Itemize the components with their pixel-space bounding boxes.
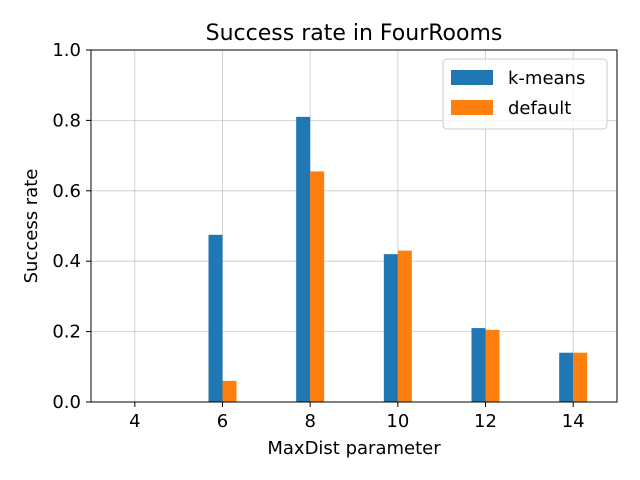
bar-k-means-12 xyxy=(471,328,486,402)
bar-default-10 xyxy=(397,250,412,402)
bars xyxy=(208,116,588,402)
x-axis-label: MaxDist parameter xyxy=(267,438,441,459)
bar-k-means-10 xyxy=(383,254,398,402)
y-tick-label: 0.6 xyxy=(52,181,81,202)
plot-frame xyxy=(90,49,618,403)
y-axis-ticks: 0.0 0.2 0.4 0.6 0.8 1.0 xyxy=(52,40,91,413)
x-axis-ticks: 4 6 8 10 12 14 xyxy=(129,402,585,432)
bar-k-means-6 xyxy=(208,234,223,402)
y-tick-label: 0.0 xyxy=(52,392,81,413)
y-tick-label: 0.2 xyxy=(52,322,81,343)
bar-default-12 xyxy=(485,329,500,402)
y-tick-label: 1.0 xyxy=(52,40,81,61)
legend-label-k-means: k-means xyxy=(508,68,585,89)
y-tick-label: 0.8 xyxy=(52,110,81,131)
bar-default-6 xyxy=(222,380,237,402)
bar-default-8 xyxy=(310,171,325,402)
x-tick-label: 6 xyxy=(217,411,228,432)
x-tick-label: 10 xyxy=(386,411,409,432)
bar-default-14 xyxy=(573,352,588,402)
x-tick-label: 14 xyxy=(562,411,585,432)
legend-swatch-k-means xyxy=(451,70,493,85)
y-tick-label: 0.4 xyxy=(52,251,81,272)
chart-title: Success rate in FourRooms xyxy=(206,21,503,46)
legend-swatch-default xyxy=(451,100,493,115)
legend-label-default: default xyxy=(508,98,571,119)
x-tick-label: 8 xyxy=(304,411,315,432)
y-axis-label: Success rate xyxy=(21,169,42,284)
bar-k-means-8 xyxy=(296,116,311,402)
legend: k-means default xyxy=(442,58,608,130)
bar-k-means-14 xyxy=(559,352,574,402)
x-tick-label: 4 xyxy=(129,411,140,432)
x-tick-label: 12 xyxy=(474,411,497,432)
